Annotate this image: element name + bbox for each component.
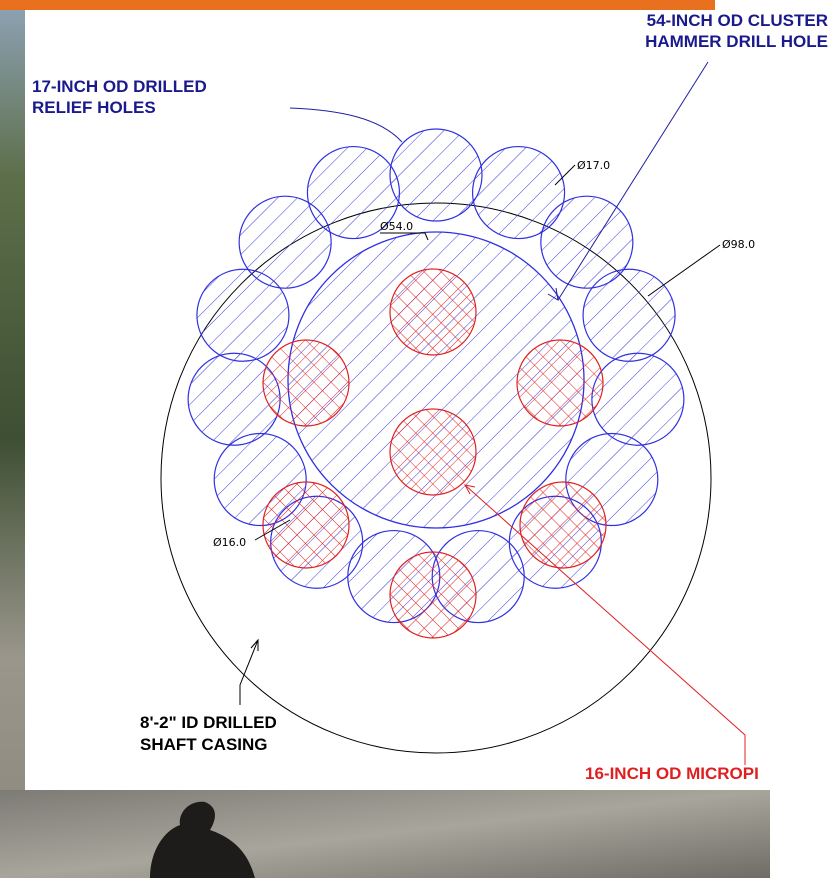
page: 54-INCH OD CLUSTER HAMMER DRILL HOLE 17-… [0,0,838,878]
label: RELIEF HOLES [32,98,156,117]
label: 8'-2" ID DRILLED [140,713,277,732]
label: SHAFT CASING [140,735,268,754]
label: 17-INCH OD DRILLED [32,77,207,96]
micropile [520,482,606,568]
micropile [390,552,476,638]
relief-hole [592,353,684,445]
dimension: Ø17.0 [577,159,610,172]
label: HAMMER DRILL HOLE [645,32,828,51]
panel [715,0,838,10]
photo-ground [0,790,770,878]
micropile [263,482,349,568]
dimension: Ø98.0 [722,238,755,251]
label: 54-INCH OD CLUSTER [647,11,828,30]
micropile [517,340,603,426]
dimension: Ø16.0 [213,536,246,549]
panel [770,790,838,878]
diagram: 54-INCH OD CLUSTER HAMMER DRILL HOLE 17-… [0,0,838,878]
micropile [263,340,349,426]
micropile [390,409,476,495]
relief-hole [583,269,675,361]
relief-hole [390,129,482,221]
micropile [390,269,476,355]
dimension: Ø54.0 [380,220,413,233]
top-bar [0,0,715,10]
label: 16-INCH OD MICROPI [585,764,759,783]
